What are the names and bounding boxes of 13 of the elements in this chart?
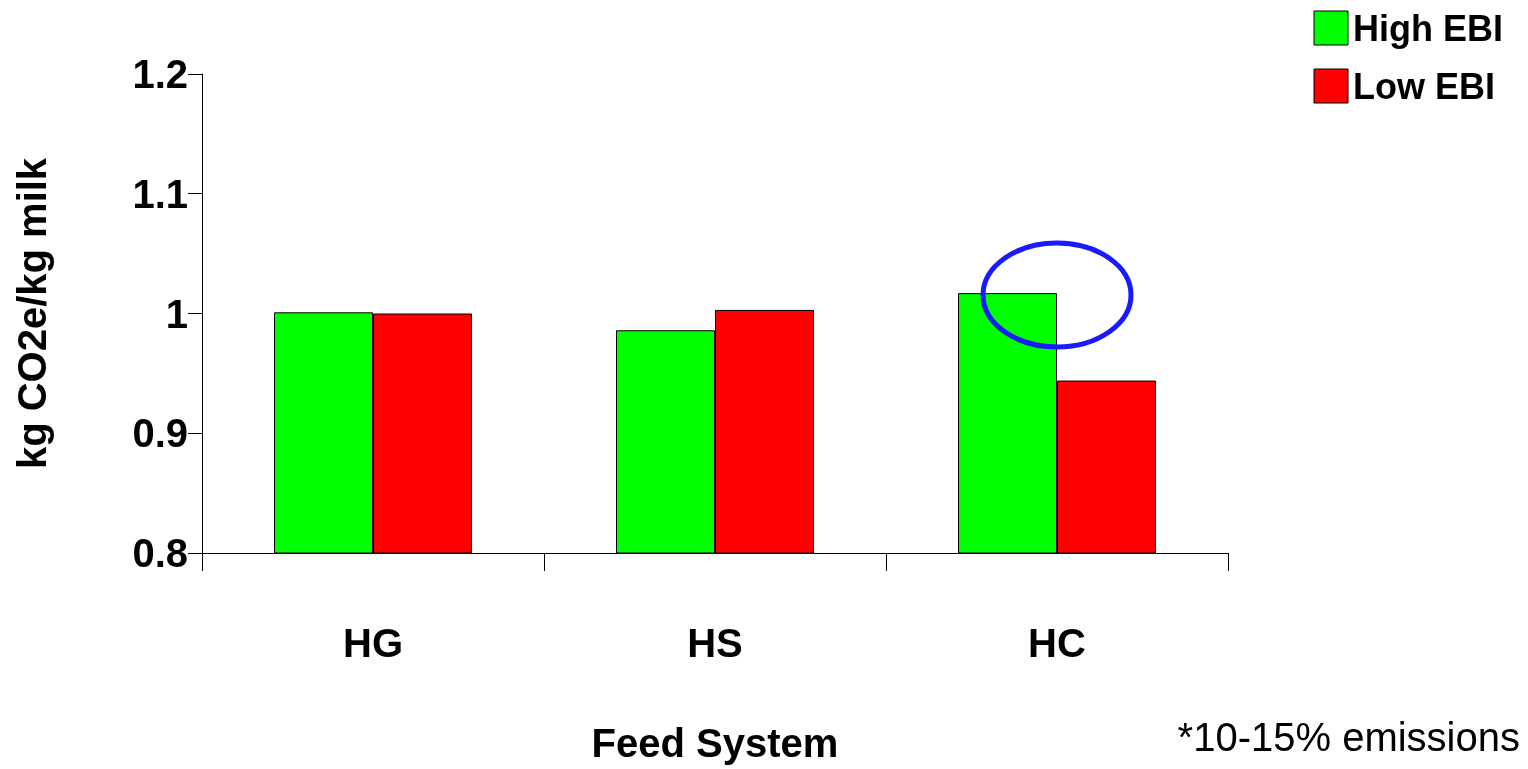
x-axis-title: Feed System xyxy=(591,721,839,765)
x-tick-label: HC xyxy=(1028,621,1086,665)
legend-label: High EBI xyxy=(1353,7,1504,49)
y-tick-label: 1.1 xyxy=(132,171,188,216)
x-tick-label: HS xyxy=(687,621,743,665)
y-axis-title: kg CO2e/kg milk xyxy=(10,157,54,470)
text: *10-15% emissions xyxy=(1177,715,1521,759)
y-tick-label: 1 xyxy=(165,291,188,336)
y-tick-label: 0.9 xyxy=(132,411,188,456)
y-tick-label: 0.8 xyxy=(132,531,188,575)
x-tick-label: HG xyxy=(343,621,403,665)
y-tick-label: 1.2 xyxy=(132,52,188,96)
legend-label: Low EBI xyxy=(1353,65,1496,107)
